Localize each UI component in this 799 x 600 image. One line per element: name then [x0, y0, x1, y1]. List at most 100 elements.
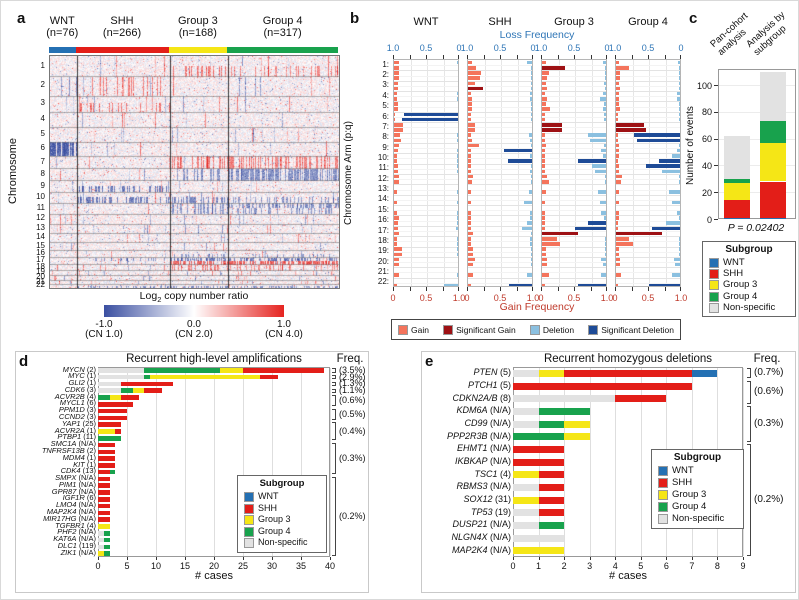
- panel-d-label: d: [19, 353, 29, 370]
- x-tick-label: 1: [536, 561, 542, 571]
- gene-count: (1): [84, 452, 96, 462]
- deletion-bar: [604, 174, 606, 179]
- gene-count: (5): [497, 380, 511, 391]
- gain-bar: [542, 148, 546, 153]
- row-gridline: [394, 106, 458, 108]
- category-label: Analysis by subgroup: [744, 9, 789, 58]
- gain-bar: [468, 60, 472, 65]
- gain-bar: [542, 128, 562, 132]
- row-gridline: [394, 256, 458, 258]
- row-gridline: [616, 153, 680, 155]
- bar-segment-g3: [98, 429, 116, 434]
- axis-tick: [640, 557, 642, 560]
- gain-tick-label: 0.5: [567, 293, 581, 303]
- gain-bar: [542, 179, 549, 184]
- row-gridline: [542, 106, 606, 108]
- deletion-bar: [604, 216, 606, 220]
- panel-b-label: b: [350, 10, 360, 27]
- loss-tick-label: 0: [604, 43, 610, 53]
- gain-tick-label: 0: [538, 293, 544, 303]
- stack-segment-g4: [724, 178, 750, 183]
- deletion-bar: [604, 242, 606, 246]
- bar-segment-g4: [103, 530, 110, 536]
- row-gridline: [468, 210, 532, 212]
- deletion-bar: [598, 190, 606, 194]
- gridline: [156, 368, 157, 556]
- axis-tick: [664, 55, 666, 59]
- deletion-bar: [665, 221, 680, 225]
- legend-entry-label: SHH: [672, 477, 693, 488]
- subgroup-strip-segment: [227, 47, 338, 53]
- row-gridline: [542, 241, 606, 243]
- gain-bar: [394, 262, 399, 267]
- axis-tick: [409, 55, 411, 59]
- deletion-bar: [457, 169, 458, 174]
- gene-count: (N/A): [487, 430, 511, 441]
- legend-swatch-shh: [709, 269, 719, 280]
- row-gridline: [394, 179, 458, 181]
- gene-name: RBMS3: [456, 481, 488, 492]
- deletion-bar: [604, 247, 606, 251]
- row-gridline: [468, 262, 532, 264]
- chromosome-tick-label: 19: [36, 267, 45, 277]
- deletion-bar: [575, 226, 606, 231]
- deletion-bar: [602, 262, 606, 267]
- gain-bar: [468, 102, 472, 106]
- deletion-bar: [457, 216, 458, 220]
- gain-bar: [616, 133, 618, 137]
- deletion-bar: [604, 112, 606, 117]
- chromosome-arm-tick-label: 3:: [382, 80, 389, 90]
- deletion-bar: [504, 148, 532, 153]
- axis-tick: [714, 138, 718, 140]
- row-gridline: [468, 132, 532, 134]
- colorbar-tick-cn: (CN 2.0): [175, 329, 213, 340]
- legend-entry-label: SHH: [258, 502, 278, 513]
- row-gridline: [394, 132, 458, 134]
- gene-name: YAP1: [61, 418, 81, 428]
- loss-tick-label: 1.0: [460, 43, 474, 53]
- deletion-bar: [458, 71, 459, 75]
- x-tick-label: 3: [587, 561, 593, 571]
- axis-tick: [500, 287, 501, 291]
- panel-d-title: Recurrent high-level amplifications: [126, 353, 302, 365]
- gene-count: (19): [492, 506, 511, 517]
- deletion-bar: [594, 169, 606, 174]
- deletion-bar: [457, 211, 458, 215]
- colorbar-title-post: copy number ratio: [161, 290, 249, 302]
- gene-label: YAP1 (25): [14, 418, 96, 429]
- y-tick-label: 40: [701, 160, 712, 171]
- gene-count: (5): [497, 367, 511, 378]
- legend-title: Subgroup: [259, 478, 305, 489]
- gene-label: CD99 (N/A): [429, 418, 511, 428]
- axis-tick: [426, 287, 427, 291]
- deletion-bar: [662, 169, 680, 174]
- legend-entry-label: Group 3: [258, 514, 291, 525]
- chromosome-arm-tick-label: 21:: [377, 266, 389, 276]
- chromosome-tick-label: 2: [40, 80, 45, 90]
- gain-bar: [468, 174, 473, 179]
- legend-swatch-wnt: [658, 466, 668, 476]
- gene-count: (1): [84, 378, 96, 388]
- gene-label: TNFRSF13B (2): [14, 446, 96, 456]
- deletion-bar: [591, 164, 606, 168]
- axis-tick: [664, 287, 666, 291]
- gene-name: KDM6A: [456, 405, 488, 416]
- gain-bar: [394, 143, 400, 148]
- gene-name: CCND2: [58, 412, 85, 422]
- gene-count: (3): [84, 405, 96, 415]
- gene-count: (4): [84, 520, 96, 530]
- freq-label: (0.4%): [339, 425, 366, 436]
- gain-bar: [542, 81, 546, 86]
- gene-name: TSC1: [474, 468, 498, 479]
- row-gridline: [542, 272, 606, 274]
- gain-bar: [616, 221, 618, 225]
- loss-tick-label: 0: [456, 43, 462, 53]
- bar-segment-wnt: [691, 369, 718, 377]
- gene-label: TSC1 (4): [429, 469, 511, 479]
- gain-bar: [616, 112, 618, 117]
- gene-count: (N/A): [76, 527, 96, 537]
- gain-bar: [468, 128, 475, 132]
- gain-tick-label: 1.0: [600, 293, 614, 303]
- chromosome-tick-label: 8: [40, 168, 45, 178]
- row-gridline: [394, 163, 458, 165]
